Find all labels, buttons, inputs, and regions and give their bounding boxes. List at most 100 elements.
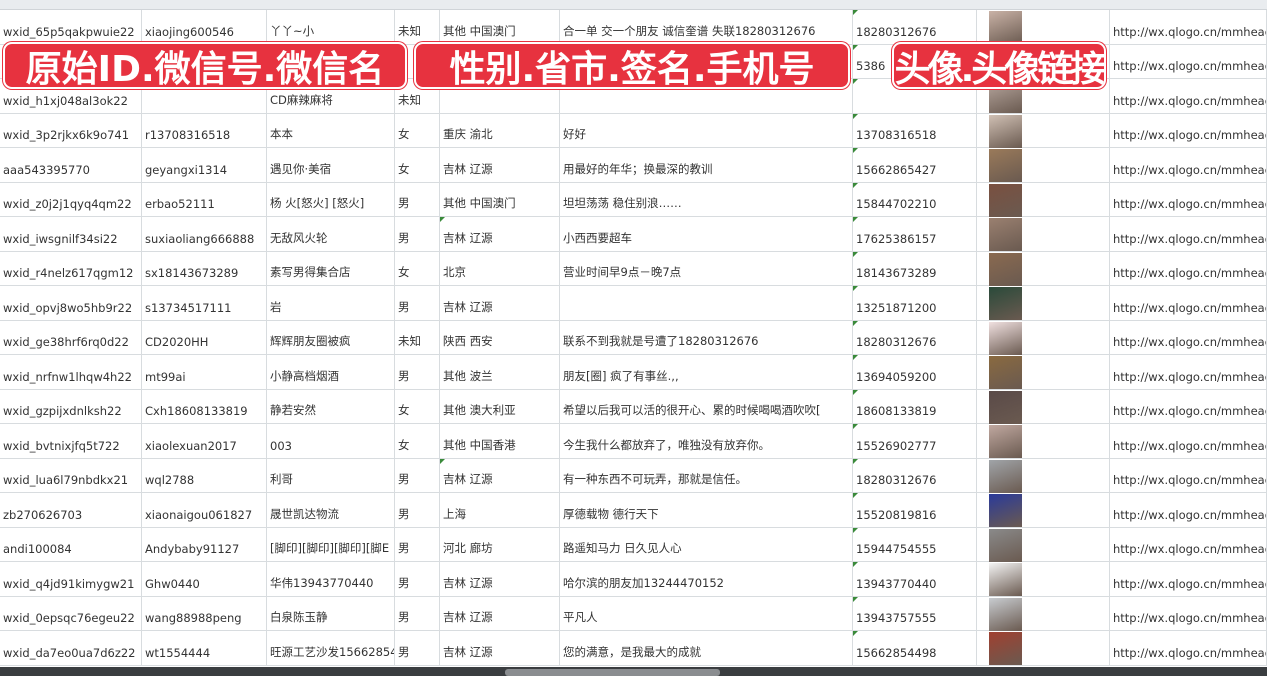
cell-phone[interactable]: 13943770440 — [853, 562, 977, 597]
cell-avatar-url[interactable]: http://wx.qlogo.cn/mmhead — [1110, 355, 1267, 390]
cell-avatar-url[interactable]: http://wx.qlogo.cn/mmhead — [1110, 251, 1267, 286]
cell-avatar[interactable] — [977, 562, 1110, 597]
cell-phone[interactable]: 18608133819 — [853, 389, 977, 424]
cell-phone[interactable]: 13251871200 — [853, 286, 977, 321]
cell-region[interactable]: 重庆 渝北 — [440, 113, 560, 148]
cell-wechat-name[interactable]: 白泉陈玉静 — [267, 596, 395, 631]
cell-phone[interactable]: 13943757555 — [853, 596, 977, 631]
cell-wechat-id[interactable]: sx18143673289 — [142, 251, 267, 286]
cell-original-id[interactable]: wxid_nrfnw1lhqw4h22 — [0, 355, 142, 390]
cell-gender[interactable]: 男 — [395, 493, 440, 528]
cell-phone[interactable]: 15520819816 — [853, 493, 977, 528]
cell-wechat-name[interactable]: 无敌风火轮 — [267, 217, 395, 252]
cell-phone[interactable]: 15844702210 — [853, 182, 977, 217]
cell-wechat-name[interactable]: CD麻辣麻将 — [267, 79, 395, 114]
cell-gender[interactable]: 女 — [395, 389, 440, 424]
cell-gender[interactable]: 男 — [395, 596, 440, 631]
cell-signature[interactable]: 您的满意，是我最大的成就 — [560, 631, 853, 666]
cell-avatar[interactable] — [977, 389, 1110, 424]
cell-avatar[interactable] — [977, 148, 1110, 183]
cell-region[interactable]: 吉林 辽源 — [440, 458, 560, 493]
cell-region[interactable]: 北京 — [440, 251, 560, 286]
cell-wechat-name[interactable]: 遇见你·美宿 — [267, 148, 395, 183]
cell-wechat-id[interactable]: suxiaoliang666888 — [142, 217, 267, 252]
cell-region[interactable]: 其他 澳大利亚 — [440, 389, 560, 424]
cell-wechat-id[interactable]: erbao52111 — [142, 182, 267, 217]
cell-gender[interactable]: 男 — [395, 286, 440, 321]
cell-avatar-url[interactable]: http://wx.qlogo.cn/mmhead — [1110, 493, 1267, 528]
cell-phone[interactable] — [853, 79, 977, 114]
cell-wechat-name[interactable]: 丫丫~小 — [267, 10, 395, 45]
cell-signature[interactable]: 今生我什么都放弃了，唯独没有放弃你。 — [560, 424, 853, 459]
cell-avatar-url[interactable]: http://wx.qlogo.cn/mmhead — [1110, 562, 1267, 597]
cell-signature[interactable]: 朋友[圈] 疯了有事丝.,, — [560, 355, 853, 390]
cell-avatar[interactable] — [977, 286, 1110, 321]
cell-signature[interactable] — [560, 79, 853, 114]
cell-region[interactable]: 上海 — [440, 493, 560, 528]
cell-avatar-url[interactable]: http://wx.qlogo.cn/mmhead — [1110, 631, 1267, 666]
cell-original-id[interactable]: wxid_r4nelz617qgm12 — [0, 251, 142, 286]
cell-gender[interactable]: 女 — [395, 251, 440, 286]
cell-signature[interactable]: 用最好的年华；换最深的教训 — [560, 148, 853, 183]
cell-avatar[interactable] — [977, 217, 1110, 252]
cell-wechat-id[interactable]: xiaojing600546 — [142, 10, 267, 45]
cell-signature[interactable]: 路遥知马力 日久见人心 — [560, 527, 853, 562]
cell-signature[interactable]: 营业时间早9点－晚7点 — [560, 251, 853, 286]
cell-region[interactable]: 吉林 辽源 — [440, 217, 560, 252]
cell-original-id[interactable]: wxid_opvj8wo5hb9r22 — [0, 286, 142, 321]
cell-original-id[interactable]: zb270626703 — [0, 493, 142, 528]
cell-phone[interactable]: 17625386157 — [853, 217, 977, 252]
cell-phone[interactable]: 18280312676 — [853, 458, 977, 493]
cell-original-id[interactable]: wxid_q4jd91kimygw21 — [0, 562, 142, 597]
cell-gender[interactable]: 男 — [395, 355, 440, 390]
cell-region[interactable]: 吉林 辽源 — [440, 562, 560, 597]
cell-gender[interactable]: 女 — [395, 113, 440, 148]
cell-signature[interactable]: 坦坦荡荡 稳住别浪…… — [560, 182, 853, 217]
cell-wechat-id[interactable]: xiaolexuan2017 — [142, 424, 267, 459]
cell-avatar[interactable] — [977, 320, 1110, 355]
cell-avatar-url[interactable]: http://wx.qlogo.cn/mmhead — [1110, 320, 1267, 355]
cell-phone[interactable]: 15526902777 — [853, 424, 977, 459]
cell-original-id[interactable]: wxid_z0j2j1qyq4qm22 — [0, 182, 142, 217]
cell-avatar-url[interactable]: http://wx.qlogo.cn/mmhead — [1110, 182, 1267, 217]
cell-gender[interactable]: 未知 — [395, 320, 440, 355]
cell-avatar-url[interactable]: http://wx.qlogo.cn/mmhead — [1110, 389, 1267, 424]
cell-avatar[interactable] — [977, 527, 1110, 562]
cell-signature[interactable]: 厚德载物 德行天下 — [560, 493, 853, 528]
cell-signature[interactable]: 有一种东西不可玩弄，那就是信任。 — [560, 458, 853, 493]
cell-wechat-name[interactable]: 本本 — [267, 113, 395, 148]
cell-signature[interactable] — [560, 286, 853, 321]
cell-avatar-url[interactable]: http://wx.qlogo.cn/mmhead — [1110, 596, 1267, 631]
cell-signature[interactable]: 平凡人 — [560, 596, 853, 631]
cell-original-id[interactable]: wxid_bvtnixjfq5t722 — [0, 424, 142, 459]
cell-avatar-url[interactable]: http://wx.qlogo.cn/mmhead — [1110, 286, 1267, 321]
cell-wechat-id[interactable]: wang88988peng — [142, 596, 267, 631]
cell-signature[interactable]: 小西西要超车 — [560, 217, 853, 252]
cell-wechat-name[interactable]: 003 — [267, 424, 395, 459]
cell-avatar-url[interactable]: http://wx.qlogo.cn/mmhead — [1110, 527, 1267, 562]
cell-wechat-id[interactable]: Cxh18608133819 — [142, 389, 267, 424]
cell-phone[interactable]: 18280312676 — [853, 320, 977, 355]
cell-wechat-name[interactable]: 杨 火[怒火] [怒火] — [267, 182, 395, 217]
cell-wechat-id[interactable]: r13708316518 — [142, 113, 267, 148]
cell-original-id[interactable]: wxid_gzpijxdnlksh22 — [0, 389, 142, 424]
horizontal-scrollbar[interactable] — [505, 669, 720, 676]
cell-gender[interactable]: 未知 — [395, 10, 440, 45]
cell-gender[interactable]: 男 — [395, 182, 440, 217]
cell-signature[interactable]: 合一单 交一个朋友 诚信奎谱 失联18280312676 — [560, 10, 853, 45]
cell-original-id[interactable]: wxid_h1xj048al3ok22 — [0, 79, 142, 114]
cell-avatar-url[interactable]: http://wx.qlogo.cn/mmhead — [1110, 79, 1267, 114]
cell-signature[interactable] — [560, 44, 853, 79]
cell-original-id[interactable]: wxid_0epsqc76egeu22 — [0, 596, 142, 631]
cell-phone[interactable]: 15944754555 — [853, 527, 977, 562]
cell-wechat-id[interactable]: wql2788 — [142, 458, 267, 493]
cell-original-id[interactable]: wxid_iwsgnilf34si22 — [0, 217, 142, 252]
cell-avatar-url[interactable]: http://wx.qlogo.cn/mmhead — [1110, 44, 1267, 79]
cell-signature[interactable]: 联系不到我就是号遭了18280312676 — [560, 320, 853, 355]
cell-region[interactable]: 陕西 西安 — [440, 320, 560, 355]
cell-wechat-name[interactable]: 华伟13943770440 — [267, 562, 395, 597]
cell-wechat-id[interactable]: Andybaby91127 — [142, 527, 267, 562]
cell-original-id[interactable]: wxid_3p2rjkx6k9o741 — [0, 113, 142, 148]
cell-avatar[interactable] — [977, 493, 1110, 528]
cell-avatar-url[interactable]: http://wx.qlogo.cn/mmhead — [1110, 458, 1267, 493]
